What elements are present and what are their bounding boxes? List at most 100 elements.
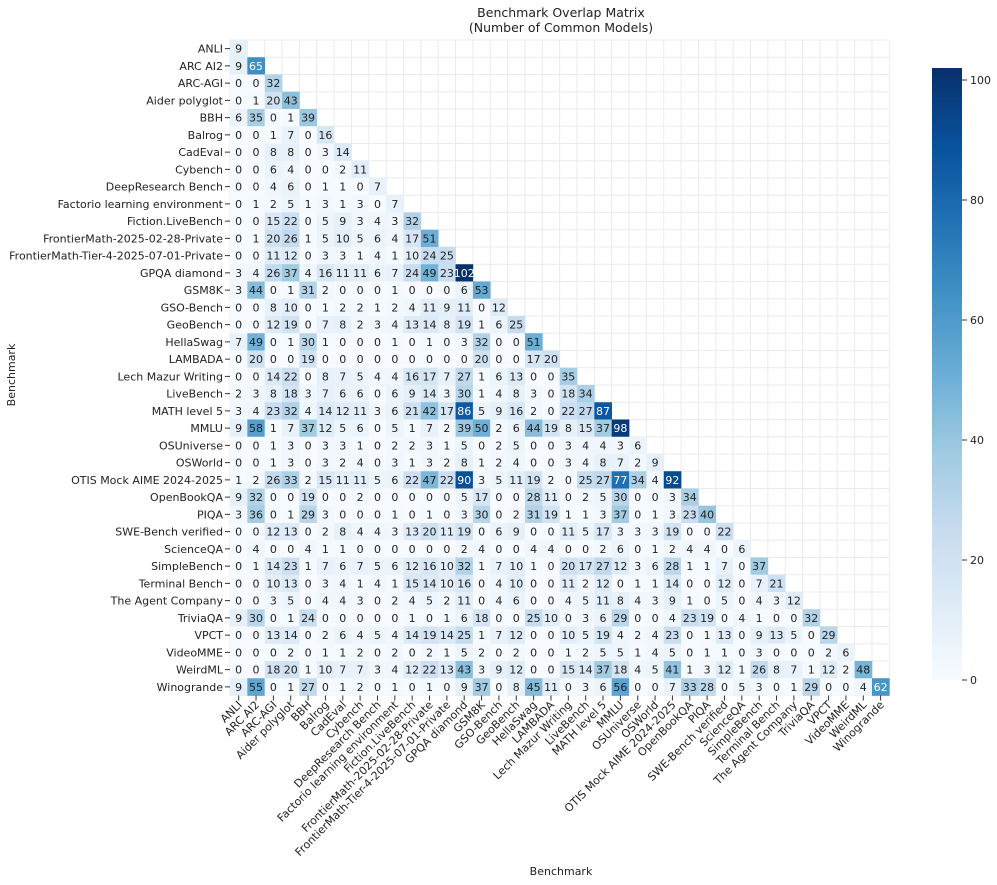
cell-value-label: 0 (305, 577, 312, 590)
cell-value-label: 1 (686, 595, 693, 608)
heatmap-cell (490, 609, 508, 627)
y-tick-label: ANLI (198, 43, 223, 56)
heatmap-cell (490, 661, 508, 679)
heatmap-cell (247, 367, 265, 386)
y-tick-label: MATH level 5 (152, 405, 223, 418)
cell-value-label: 102 (454, 267, 475, 280)
cell-value-label: 0 (443, 681, 450, 694)
cell-value-label: 0 (235, 94, 242, 107)
y-tick-label: OpenBookQA (150, 491, 223, 504)
cell-value-label: 0 (270, 508, 277, 521)
heatmap-cell (785, 643, 803, 662)
heatmap-cell (386, 626, 404, 645)
cell-value-label: 11 (423, 301, 437, 314)
heatmap-cell (334, 195, 352, 213)
cell-value-label: 98 (613, 422, 627, 435)
heatmap-cell (629, 505, 647, 524)
cell-value-label: 0 (808, 646, 815, 659)
cell-value-label: 0 (426, 543, 433, 556)
heatmap-cell (299, 350, 318, 369)
heatmap-cell (507, 488, 526, 507)
y-tick-label: GeoBench (167, 319, 223, 332)
cell-value-label: 19 (527, 474, 541, 487)
cell-value-label: 0 (235, 646, 242, 659)
cell-value-label: 0 (235, 301, 242, 314)
heatmap-cell (472, 643, 491, 662)
cell-value-label: 7 (443, 370, 450, 383)
heatmap-cell (247, 74, 265, 93)
heatmap-cell (455, 333, 474, 351)
y-tick-label: WeirdML (176, 664, 224, 677)
heatmap-cell (490, 316, 508, 334)
heatmap-cell (542, 505, 560, 524)
heatmap-cell (299, 126, 318, 144)
cell-value-label: 5 (287, 198, 294, 211)
heatmap-cell (507, 592, 526, 610)
cell-value-label: 9 (495, 405, 502, 418)
cell-value-label: 5 (374, 474, 381, 487)
heatmap-cell (559, 592, 578, 610)
heatmap-cell (490, 488, 508, 507)
cell-value-label: 26 (266, 267, 280, 280)
heatmap-cell (351, 454, 370, 472)
cell-value-label: 0 (409, 543, 416, 556)
heatmap-cell (524, 592, 543, 610)
cell-value-label: 2 (339, 163, 346, 176)
cell-value-label: 51 (423, 232, 437, 245)
cell-value-label: 50 (475, 422, 489, 435)
cell-value-label: 0 (391, 491, 398, 504)
heatmap-cell (767, 678, 786, 696)
heatmap-cell (368, 178, 387, 196)
cell-value-label: 0 (253, 146, 260, 159)
heatmap-cell (490, 419, 508, 438)
heatmap-cell (646, 540, 665, 558)
cell-value-label: 5 (582, 629, 589, 642)
y-tick-label: Balrog (188, 129, 223, 142)
cell-value-label: 23 (440, 267, 454, 280)
heatmap-cell (264, 471, 283, 489)
heatmap-cell (351, 281, 370, 300)
heatmap-cell (507, 436, 526, 455)
cell-value-label: 0 (287, 491, 294, 504)
heatmap-cell (611, 661, 630, 679)
cell-value-label: 4 (600, 439, 607, 452)
cell-value-label: 7 (669, 681, 676, 694)
heatmap-cell (368, 609, 387, 627)
cell-value-label: 0 (686, 629, 693, 642)
heatmap-cell (455, 298, 474, 317)
cell-value-label: 5 (374, 560, 381, 573)
cell-value-label: 5 (582, 526, 589, 539)
heatmap-cell (629, 678, 647, 696)
cell-value-label: 15 (266, 215, 280, 228)
heatmap-cell (334, 436, 352, 455)
heatmap-cell (247, 264, 265, 282)
heatmap-cell (438, 626, 456, 645)
heatmap-cell (715, 592, 734, 610)
heatmap-cell (230, 574, 248, 593)
heatmap-cell (871, 678, 890, 696)
cell-value-label: 0 (357, 181, 364, 194)
cell-value-label: 2 (426, 646, 433, 659)
cell-value-label: 37 (596, 664, 610, 677)
heatmap-cell (299, 264, 318, 282)
cell-value-label: 2 (339, 301, 346, 314)
cell-value-label: 1 (322, 301, 329, 314)
heatmap-cell (299, 643, 318, 662)
heatmap-cell (438, 609, 456, 627)
y-tick-label: DeepResearch Bench (106, 181, 223, 194)
cell-value-label: 11 (266, 250, 280, 263)
cell-value-label: 1 (409, 422, 416, 435)
cell-value-label: 2 (357, 319, 364, 332)
heatmap-cell (472, 333, 491, 351)
cell-value-label: 2 (270, 198, 277, 211)
heatmap-cell (455, 643, 474, 662)
cell-value-label: 43 (284, 94, 298, 107)
cell-value-label: 0 (495, 353, 502, 366)
heatmap-cell (420, 367, 439, 386)
heatmap-cell (351, 661, 370, 679)
heatmap-cell (386, 574, 404, 593)
cell-value-label: 6 (634, 439, 641, 452)
heatmap-cell (819, 643, 838, 662)
heatmap-cell (264, 643, 283, 662)
cell-value-label: 3 (235, 267, 242, 280)
